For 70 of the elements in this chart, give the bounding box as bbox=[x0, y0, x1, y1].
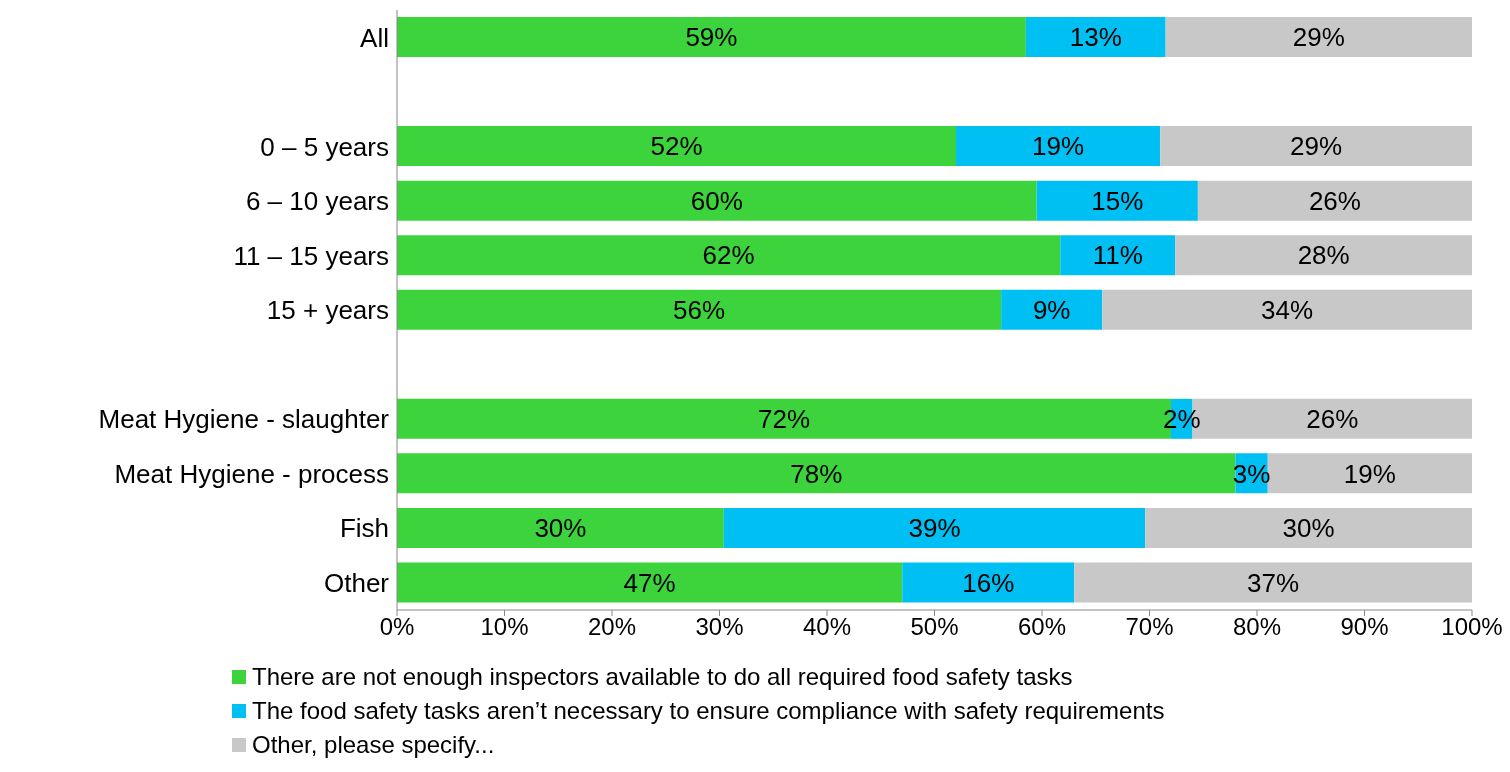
bar bbox=[902, 562, 1075, 603]
x-tick-label: 10% bbox=[480, 613, 529, 641]
data-label: 56% bbox=[673, 294, 726, 325]
legend-label: Other, please specify... bbox=[252, 730, 495, 760]
bar bbox=[1165, 17, 1472, 57]
y-tick-label: 0 – 5 years bbox=[260, 131, 389, 162]
data-label: 26% bbox=[1308, 185, 1361, 216]
data-label: 37% bbox=[1247, 567, 1300, 598]
bar bbox=[723, 507, 1146, 548]
data-label: 62% bbox=[702, 240, 755, 271]
bar bbox=[1102, 289, 1472, 330]
data-label: 13% bbox=[1069, 22, 1122, 53]
bar bbox=[397, 126, 956, 167]
legend-label: There are not enough inspectors available to do all required food safety tasks bbox=[252, 662, 1073, 692]
bar bbox=[1145, 507, 1472, 548]
x-tick-label: 20% bbox=[587, 613, 637, 641]
y-tick-label: 11 – 15 years bbox=[233, 240, 389, 271]
data-label: 34% bbox=[1261, 294, 1314, 325]
data-label: 72% bbox=[757, 404, 811, 435]
bar bbox=[1197, 180, 1472, 221]
bar bbox=[397, 180, 1037, 221]
bar bbox=[397, 17, 1026, 57]
data-label: 30% bbox=[534, 513, 587, 544]
x-tick-label: 40% bbox=[802, 613, 852, 641]
bar bbox=[956, 126, 1161, 167]
data-label: 59% bbox=[685, 22, 738, 53]
x-tick-label: 60% bbox=[1017, 613, 1067, 641]
y-tick-label: 6 – 10 years bbox=[245, 186, 389, 217]
y-tick-label: Fish bbox=[339, 513, 389, 544]
data-label: 19% bbox=[1343, 458, 1396, 489]
data-label: 29% bbox=[1292, 22, 1345, 53]
bar bbox=[1074, 562, 1472, 603]
data-label: 11% bbox=[1092, 240, 1143, 271]
y-tick-label: 15 + years bbox=[266, 295, 389, 326]
data-label: 19% bbox=[1032, 131, 1085, 162]
data-label: 28% bbox=[1297, 240, 1350, 271]
bar bbox=[1060, 235, 1176, 276]
x-tick-label: 0% bbox=[379, 613, 415, 641]
bar bbox=[397, 507, 724, 548]
bar bbox=[397, 562, 903, 603]
data-label: 16% bbox=[962, 567, 1015, 598]
x-tick-label: 30% bbox=[695, 613, 744, 641]
bar bbox=[397, 289, 1002, 330]
data-label: 78% bbox=[790, 458, 843, 489]
data-label: 30% bbox=[1282, 513, 1335, 544]
data-label: 29% bbox=[1290, 131, 1343, 162]
y-tick-label: Other bbox=[323, 567, 390, 598]
data-label: 60% bbox=[690, 185, 743, 216]
bar bbox=[397, 453, 1236, 494]
bar bbox=[1025, 17, 1166, 57]
data-label: 47% bbox=[623, 567, 676, 598]
x-tick-label: 100% bbox=[1441, 613, 1503, 641]
data-label: 52% bbox=[650, 131, 703, 162]
data-label: 15% bbox=[1091, 185, 1144, 216]
bar bbox=[1036, 180, 1198, 221]
legend-label: The food safety tasks aren’t necessary to ensure compliance with safety requirements bbox=[252, 696, 1165, 726]
bar bbox=[1175, 235, 1472, 276]
bar bbox=[397, 235, 1061, 276]
x-tick-label: 70% bbox=[1125, 613, 1174, 641]
x-tick-label: 50% bbox=[910, 613, 959, 641]
data-label: 26% bbox=[1306, 404, 1359, 435]
bar bbox=[1001, 289, 1103, 330]
bar bbox=[1160, 126, 1472, 167]
y-tick-label: All bbox=[360, 22, 389, 53]
y-tick-label: Meat Hygiene - process bbox=[114, 458, 389, 489]
x-tick-label: 90% bbox=[1340, 613, 1389, 641]
y-tick-label: Meat Hygiene - slaughter bbox=[98, 404, 390, 435]
x-tick-label: 80% bbox=[1232, 613, 1282, 641]
data-label: 39% bbox=[908, 513, 961, 544]
data-label: 9% bbox=[1032, 294, 1071, 325]
